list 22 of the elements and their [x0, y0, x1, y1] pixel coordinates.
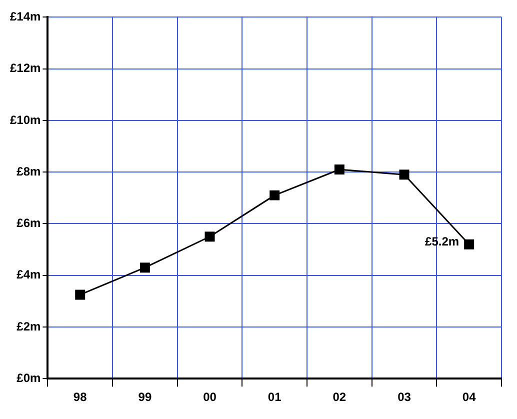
y-tick-label: £12m [10, 61, 41, 76]
x-tick-label: 01 [268, 390, 282, 404]
point [204, 232, 215, 242]
point [75, 290, 86, 300]
y-tick-label: £4m [16, 268, 41, 282]
x-tick-label: 04 [462, 390, 476, 404]
point [399, 170, 410, 180]
x-tick-label: 02 [332, 390, 346, 404]
y-tick-label: £8m [16, 164, 41, 178]
y-tick-label: £0m [16, 370, 41, 385]
x-tick-label: 00 [203, 390, 217, 404]
point [464, 239, 474, 250]
x-tick-label: 99 [138, 390, 152, 404]
point [270, 190, 280, 200]
y-tick-label: £14m [10, 10, 41, 24]
x-tick-label: 03 [398, 390, 412, 404]
x-tick-label: 98 [73, 390, 88, 404]
y-tick-label: £2m [16, 319, 41, 334]
point [140, 262, 150, 273]
y-tick-label: £10m [10, 112, 41, 127]
y-tick-label: £6m [16, 216, 41, 230]
point [334, 164, 344, 174]
